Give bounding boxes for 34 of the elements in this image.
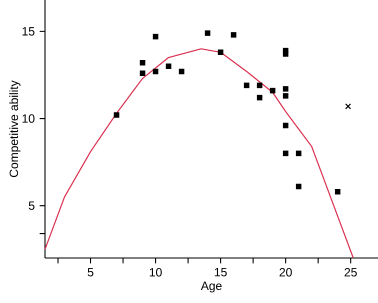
- point: [140, 60, 146, 66]
- x-tick-label: 5: [88, 268, 94, 276]
- point: [282, 51, 288, 57]
- point: [296, 150, 302, 156]
- point: [270, 88, 276, 94]
- y-tick-label: 5: [28, 202, 34, 210]
- point: [282, 122, 288, 128]
- point: [244, 82, 250, 88]
- x-tick-label: 20: [280, 268, 292, 277]
- x-axis-title: Age: [200, 282, 222, 292]
- point: [178, 68, 184, 74]
- y-tick-label: 10: [22, 114, 34, 123]
- x-tick-label: 15: [214, 268, 227, 276]
- point: [152, 34, 158, 40]
- point: [282, 150, 288, 156]
- y-tick-label: 15: [22, 27, 34, 36]
- point: [334, 189, 340, 194]
- point: [256, 82, 262, 88]
- point: [282, 93, 288, 99]
- point: [166, 64, 172, 69]
- y-axis-title: Competitive ability: [9, 80, 20, 178]
- point: [140, 70, 146, 76]
- point: [204, 30, 210, 36]
- point: [230, 32, 236, 38]
- point: [256, 94, 262, 100]
- point: [282, 86, 288, 92]
- point: [296, 184, 302, 190]
- line-series: [44, 48, 354, 259]
- x-tick-label: 25: [344, 268, 357, 277]
- point: [218, 50, 224, 56]
- point: [345, 103, 352, 110]
- point: [114, 112, 120, 118]
- x-tick-label: 10: [150, 268, 162, 277]
- point: [152, 68, 158, 74]
